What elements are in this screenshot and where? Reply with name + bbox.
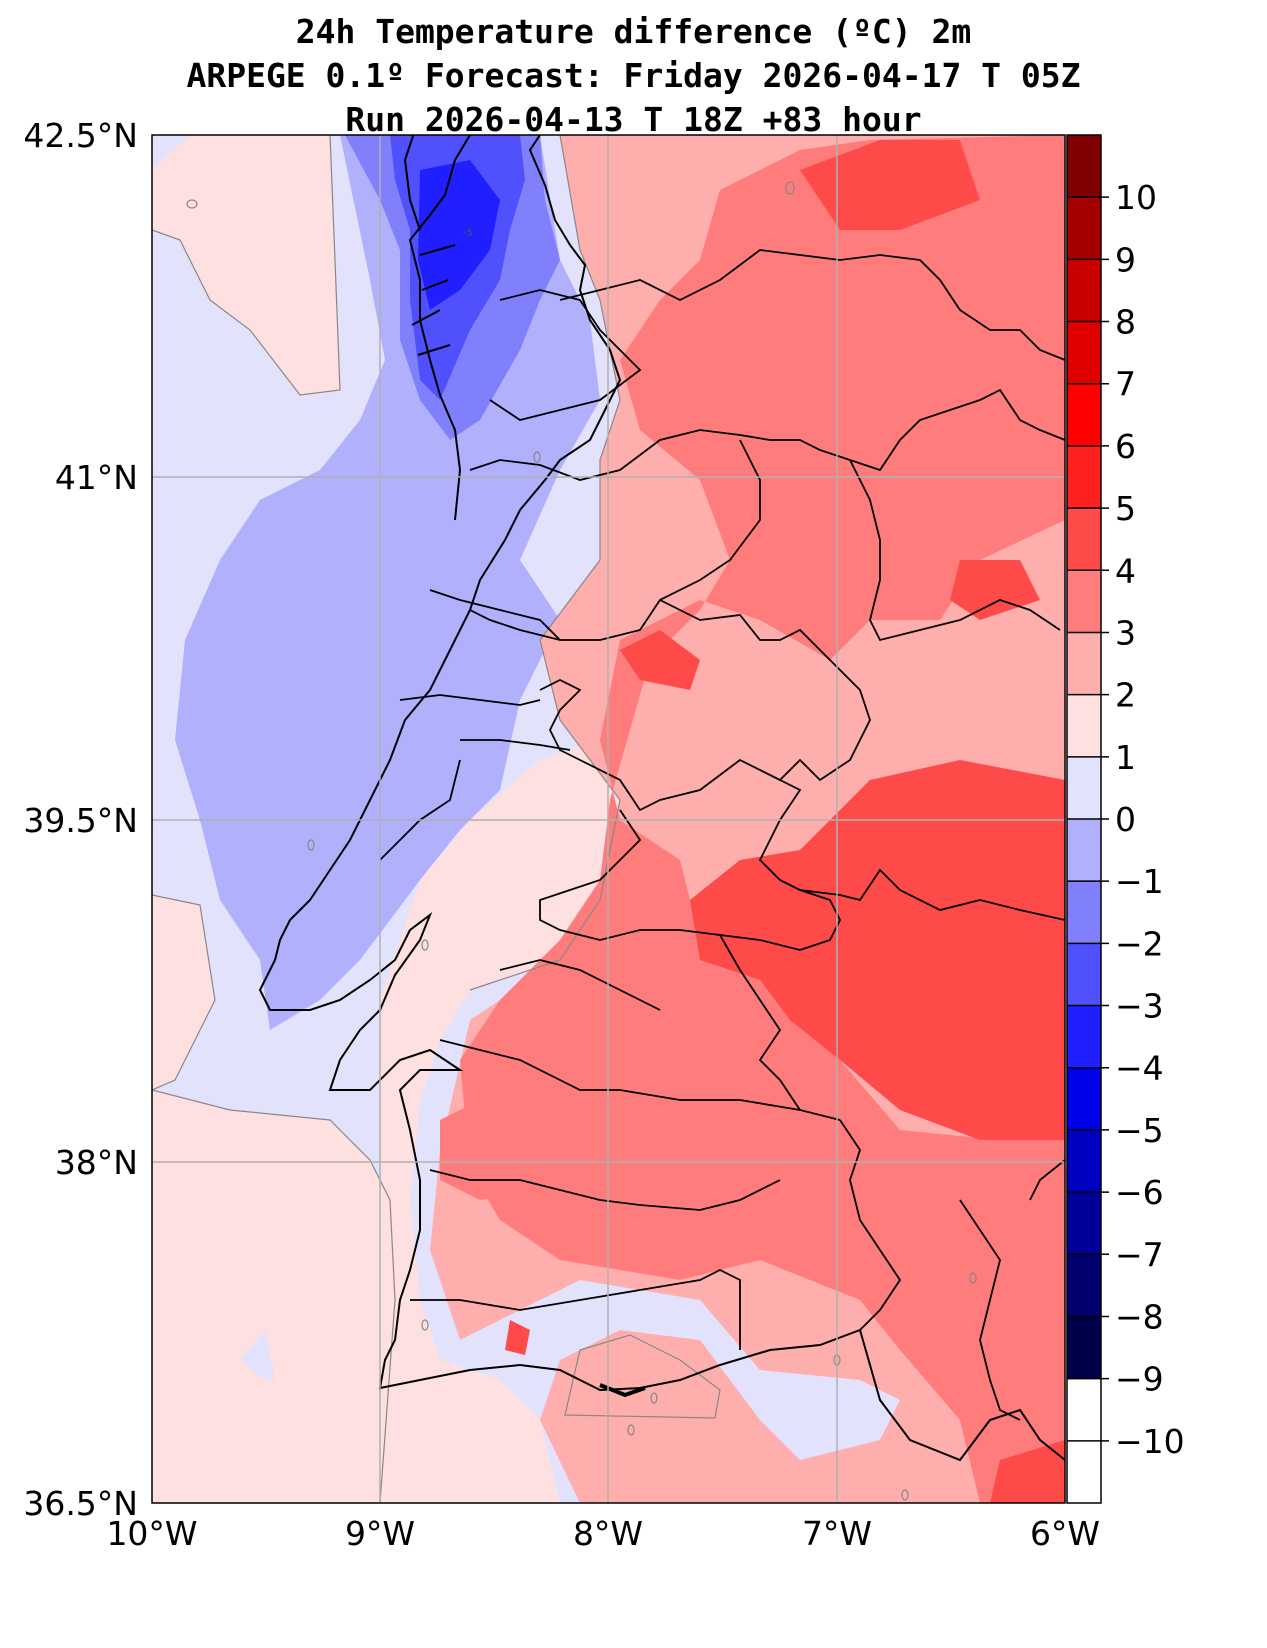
colorbar-swatch	[1067, 632, 1101, 696]
lat-tick-label: 41°N	[55, 458, 138, 497]
colorbar-tick-label: 6	[1115, 427, 1136, 466]
estuary-coast-inner	[403, 135, 421, 231]
colorbar-swatch	[1067, 1005, 1101, 1069]
longitude-tick-labels: 10°W 9°W 8°W 7°W 6°W	[106, 1514, 1100, 1553]
colorbar-tick-label: 2	[1115, 676, 1136, 715]
colorbar-swatch	[1067, 881, 1101, 944]
colorbar-swatch	[1067, 819, 1101, 882]
colorbar-tick-label: 10	[1115, 178, 1157, 217]
southeast-coast	[859, 1329, 1065, 1462]
colorbar-swatch	[1067, 694, 1101, 758]
colorbar-tick-label: −6	[1115, 1173, 1164, 1212]
contour-label: -5	[463, 228, 473, 239]
lat-tick-label: 38°N	[55, 1143, 138, 1182]
ria-inlets	[411, 244, 456, 356]
three-to-four-patch-southeast	[990, 1440, 1065, 1503]
colorbar-swatch	[1067, 259, 1101, 323]
three-to-four-patch-south	[505, 1320, 530, 1355]
map-frame	[151, 134, 1066, 1504]
lon-tick-label: 6°W	[1030, 1514, 1100, 1553]
colorbar-tick-label: −2	[1115, 924, 1164, 963]
colorbar-swatch	[1067, 1067, 1101, 1131]
colorbar-tick-label: −8	[1115, 1297, 1164, 1336]
chart-title-line-2: ARPEGE 0.1º Forecast: Friday 2026-04-17 …	[186, 56, 1081, 95]
colorbar-swatch	[1067, 197, 1101, 260]
colorbar-tick-label: 3	[1115, 613, 1136, 652]
colorbar-swatch	[1067, 1254, 1101, 1317]
colorbar-tick-label: 9	[1115, 240, 1136, 279]
colorbar-swatch	[1067, 321, 1101, 385]
ocean-positive-patch-west	[152, 895, 215, 1090]
three-to-four-zone	[690, 760, 1065, 1140]
colorbar-tick-label: 8	[1115, 303, 1136, 342]
colorbar-swatch	[1067, 570, 1101, 633]
ocean-positive-patch-north	[152, 135, 340, 395]
colorbar-tick-label: −3	[1115, 987, 1164, 1026]
lat-tick-label: 42.5°N	[23, 116, 138, 155]
ocean-positive-patch-south	[152, 1090, 395, 1503]
colorbar-tick-label: 5	[1115, 489, 1136, 528]
minus-four-to-minus-five-zone	[418, 160, 500, 310]
colorbar-swatch	[1067, 756, 1101, 820]
colorbar-tick-label: −1	[1115, 862, 1164, 901]
lat-tick-label: 39.5°N	[23, 801, 138, 840]
contour-labels: -5	[463, 228, 473, 239]
chart-title-line-3: Run 2026-04-13 T 18Z +83 hour	[345, 100, 922, 139]
ocean-near-zero-tongue	[240, 1330, 275, 1380]
graticule	[152, 135, 1065, 1503]
three-to-four-patch-center	[620, 630, 700, 690]
colorbar-swatch	[1067, 1316, 1101, 1380]
lon-tick-label: 7°W	[802, 1514, 872, 1553]
lat-tick-label: 36.5°N	[23, 1484, 138, 1523]
latitude-tick-labels: 42.5°N 41°N 39.5°N 38°N 36.5°N	[23, 116, 138, 1523]
colorbar-tick-label: 0	[1115, 800, 1136, 839]
colorbar-tick-label: 4	[1115, 551, 1136, 590]
lon-tick-label: 8°W	[573, 1514, 643, 1553]
colorbar-tick-label: −9	[1115, 1360, 1164, 1399]
chart-title-line-1: 24h Temperature difference (ºC) 2m	[295, 12, 972, 51]
colorbar-swatch	[1067, 1192, 1101, 1255]
colorbar-tick-label: −5	[1115, 1111, 1164, 1150]
colorbar-tick-label: 7	[1115, 365, 1136, 404]
colorbar-tick-label: −10	[1115, 1422, 1185, 1461]
three-to-four-patch-north	[800, 140, 980, 230]
colorbar-swatch	[1067, 383, 1101, 447]
colorbar-swatch	[1067, 135, 1101, 198]
estuary-coast-north	[408, 135, 471, 521]
colorbar-tick-label: 1	[1115, 738, 1136, 777]
lon-tick-label: 9°W	[345, 1514, 415, 1553]
colorbar-swatch	[1067, 1129, 1101, 1193]
colorbar-swatches	[1067, 135, 1101, 1380]
colorbar-swatch	[1067, 445, 1101, 509]
colorbar-tick-label: −7	[1115, 1235, 1164, 1274]
lon-tick-label: 10°W	[106, 1514, 197, 1553]
colorbar-swatch	[1067, 508, 1101, 571]
two-to-three-patch-south	[440, 1080, 600, 1200]
coastline	[258, 135, 861, 1392]
colorbar-tick-label: −4	[1115, 1049, 1164, 1088]
colorbar-swatch	[1067, 943, 1101, 1007]
